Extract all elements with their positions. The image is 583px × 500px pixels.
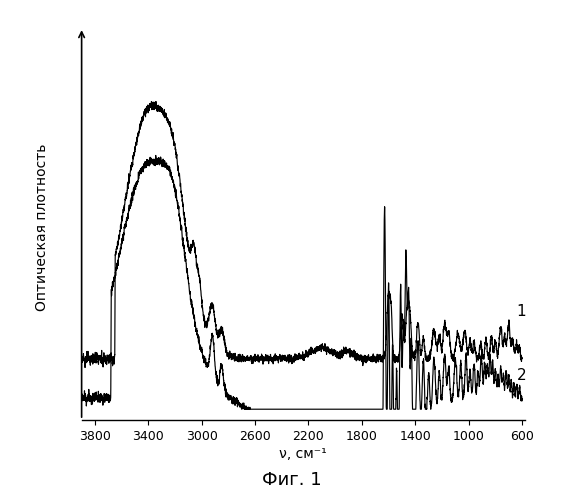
Text: Фиг. 1: Фиг. 1 xyxy=(262,471,321,489)
Text: 2: 2 xyxy=(517,368,526,384)
Text: 1: 1 xyxy=(517,304,526,318)
X-axis label: ν, см⁻¹: ν, см⁻¹ xyxy=(279,447,327,461)
Text: Оптическая плотность: Оптическая плотность xyxy=(35,144,49,311)
